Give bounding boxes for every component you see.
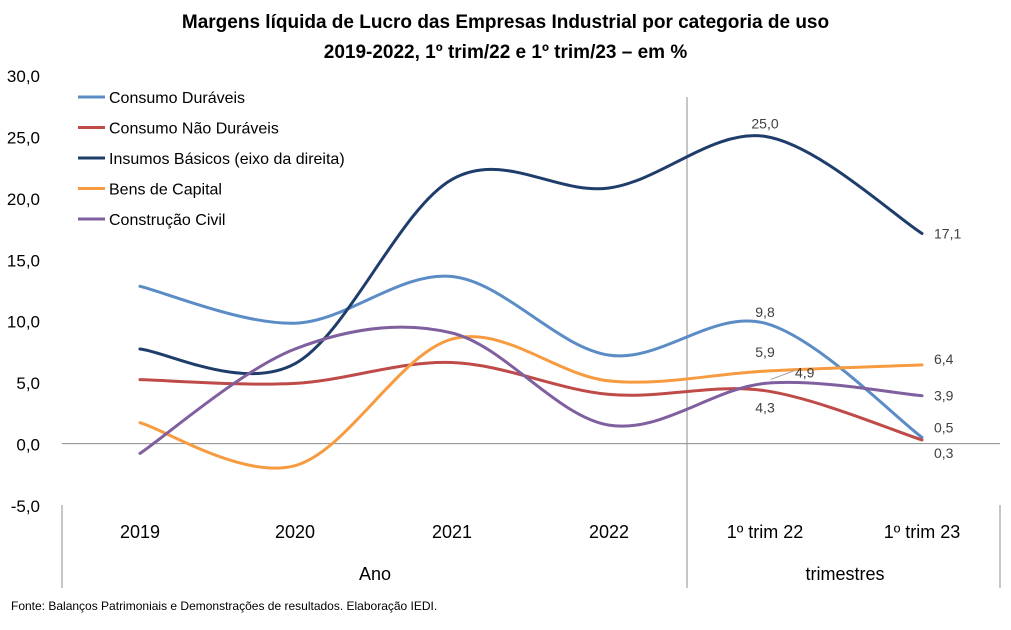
source-note: Fonte: Balanços Patrimoniais e Demonstra… (11, 599, 438, 613)
legend-label: Insumos Básicos (eixo da direita) (109, 151, 345, 168)
legend-label: Construção Civil (109, 212, 225, 229)
data-label: 3,9 (934, 388, 954, 404)
data-label: 17,1 (934, 225, 961, 241)
data-label: 9,8 (755, 304, 775, 320)
x-tick-label: 2021 (432, 522, 472, 542)
y-tick-label: 5,0 (16, 374, 40, 393)
y-tick-label: 20,0 (7, 190, 40, 209)
data-label: 0,3 (934, 445, 954, 461)
x-tick-label: 2022 (589, 522, 629, 542)
data-label-leader (770, 369, 796, 380)
legend-label: Bens de Capital (109, 182, 222, 199)
series-line-1 (138, 360, 924, 442)
y-tick-label: -5,0 (11, 497, 40, 516)
series-line-0 (138, 274, 924, 439)
y-tick-label: 15,0 (7, 251, 40, 270)
x-tick-label: 1º trim 22 (727, 522, 804, 542)
legend-label: Consumo Duráveis (109, 90, 245, 107)
series-line-3 (138, 335, 924, 470)
y-tick-label: 0,0 (16, 436, 40, 455)
data-label: 6,4 (934, 351, 954, 367)
data-label: 0,5 (934, 419, 954, 435)
data-label: 4,9 (795, 364, 815, 380)
y-tick-label: 25,0 (7, 128, 40, 147)
data-label: 25,0 (751, 115, 778, 131)
y-tick-label: 10,0 (7, 313, 40, 332)
legend-label: Consumo Não Duráveis (109, 121, 279, 138)
x-tick-label: 1º trim 23 (884, 522, 961, 542)
data-label: 4,3 (755, 400, 775, 416)
x-tick-label: 2020 (275, 522, 315, 542)
series-line-4 (138, 325, 924, 455)
x-tick-label: 2019 (120, 522, 160, 542)
y-tick-label: 30,0 (7, 67, 40, 86)
x-group-label: Ano (359, 564, 391, 584)
chart-subtitle: 2019-2022, 1º trim/22 e 1º trim/23 – em … (323, 42, 688, 63)
chart-title: Margens líquida de Lucro das Empresas In… (181, 12, 830, 33)
data-label: 5,9 (755, 344, 775, 360)
x-group-label: trimestres (805, 564, 884, 584)
series-line-2 (138, 134, 924, 376)
